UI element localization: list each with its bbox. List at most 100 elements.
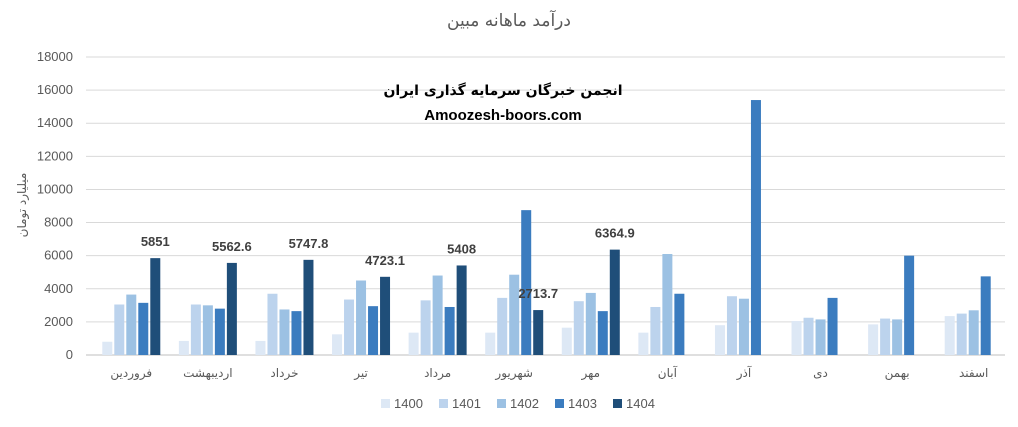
bar-1401 bbox=[573, 301, 584, 355]
bar-1403 bbox=[980, 276, 991, 355]
data-label: 2713.7 bbox=[518, 286, 558, 301]
bar-1403 bbox=[444, 306, 455, 355]
data-label: 5408 bbox=[447, 241, 476, 256]
x-category-label: آذر bbox=[736, 365, 752, 381]
x-category-label: تیر bbox=[353, 366, 368, 381]
bar-1404 bbox=[456, 265, 467, 355]
data-label: 5562.6 bbox=[212, 239, 252, 254]
bar-1400 bbox=[561, 327, 572, 355]
x-category-label: فروردین bbox=[110, 366, 152, 381]
bar-1403 bbox=[521, 210, 532, 355]
legend-swatch-1402 bbox=[497, 399, 506, 408]
bar-1400 bbox=[868, 324, 879, 355]
data-label: 4723.1 bbox=[365, 253, 405, 268]
legend: 1400 1401 1402 1403 1404 bbox=[381, 396, 655, 411]
bar-1402 bbox=[815, 319, 826, 355]
x-category-label: شهریور bbox=[494, 366, 533, 381]
legend-swatch-1404 bbox=[613, 399, 622, 408]
bar-1403 bbox=[750, 100, 761, 356]
bar-1403 bbox=[827, 297, 838, 355]
bar-1403 bbox=[674, 293, 685, 355]
y-tick-label: 0 bbox=[66, 347, 73, 362]
bar-1404 bbox=[226, 262, 237, 355]
x-category-label: مرداد bbox=[424, 366, 451, 381]
bar-1400 bbox=[408, 332, 419, 355]
bar-1400 bbox=[944, 316, 955, 355]
bar-1403 bbox=[368, 306, 379, 355]
bar-1403 bbox=[214, 308, 225, 355]
y-axis-ticks: 0 2000 4000 6000 8000 10000 12000 14000 16000 180… bbox=[37, 49, 73, 362]
bar-1402 bbox=[202, 305, 213, 355]
y-axis-label: میلیارد تومان bbox=[15, 173, 30, 238]
bar-1404 bbox=[609, 249, 620, 355]
x-category-label: مهر bbox=[580, 366, 600, 381]
bar-1401 bbox=[420, 300, 431, 355]
y-tick-label: 10000 bbox=[37, 181, 73, 196]
x-category-label: اردیبهشت bbox=[183, 366, 232, 381]
bar-1403 bbox=[291, 311, 302, 355]
bar-1402 bbox=[126, 294, 137, 355]
bar-1401 bbox=[880, 318, 891, 355]
bar-1400 bbox=[791, 321, 802, 355]
bar-1402 bbox=[892, 319, 903, 355]
bar-1400 bbox=[332, 334, 343, 355]
bar-1404 bbox=[303, 259, 314, 355]
bar-1400 bbox=[102, 341, 113, 355]
x-category-label: دی bbox=[813, 366, 828, 380]
bar-1402 bbox=[509, 274, 520, 355]
legend-label-1402: 1402 bbox=[510, 396, 539, 411]
bar-1401 bbox=[650, 306, 661, 355]
x-category-label: خرداد bbox=[270, 366, 298, 381]
bar-1400 bbox=[485, 332, 496, 355]
bar-1402 bbox=[585, 292, 596, 355]
x-axis-categories: فروردین اردیبهشت خرداد تیر مرداد شهریور مهر آبا… bbox=[110, 365, 988, 381]
x-category-label: بهمن bbox=[885, 366, 910, 381]
bar-1402 bbox=[432, 275, 443, 355]
bar-1401 bbox=[803, 317, 814, 355]
x-category-label: اسفند bbox=[959, 366, 988, 380]
bar-1402 bbox=[662, 254, 673, 355]
gridlines bbox=[86, 56, 1005, 356]
bar-1404 bbox=[150, 258, 161, 355]
bar-1400 bbox=[638, 332, 649, 355]
bar-1401 bbox=[726, 296, 737, 355]
legend-label-1403: 1403 bbox=[568, 396, 597, 411]
bar-1402 bbox=[279, 309, 290, 355]
y-tick-label: 6000 bbox=[44, 248, 73, 263]
bars bbox=[102, 100, 991, 356]
bar-1402 bbox=[356, 280, 367, 355]
watermark-line1: انجمن خبرگان سرمایه گذاری ایران bbox=[383, 82, 622, 99]
bar-1402 bbox=[738, 298, 749, 355]
bar-1402 bbox=[968, 310, 979, 355]
bar-1401 bbox=[114, 304, 125, 355]
y-tick-label: 18000 bbox=[37, 49, 73, 64]
bar-1400 bbox=[178, 340, 189, 355]
data-label: 6364.9 bbox=[595, 226, 635, 241]
bar-1400 bbox=[714, 325, 725, 355]
legend-swatch-1400 bbox=[381, 399, 390, 408]
bar-1401 bbox=[267, 293, 278, 355]
legend-swatch-1403 bbox=[555, 399, 564, 408]
legend-label-1401: 1401 bbox=[452, 396, 481, 411]
bar-1401 bbox=[190, 304, 201, 355]
bar-1401 bbox=[497, 297, 508, 355]
bar-1403 bbox=[597, 311, 608, 355]
legend-label-1400: 1400 bbox=[394, 396, 423, 411]
legend-swatch-1401 bbox=[439, 399, 448, 408]
data-label: 5747.8 bbox=[289, 236, 329, 251]
bar-1403 bbox=[138, 302, 149, 355]
y-tick-label: 12000 bbox=[37, 148, 73, 163]
watermark-line2: Amoozesh-boors.com bbox=[424, 107, 582, 124]
chart-title: درآمد ماهانه مبین bbox=[447, 9, 571, 31]
y-tick-label: 16000 bbox=[37, 82, 73, 97]
y-tick-label: 4000 bbox=[44, 281, 73, 296]
bar-1403 bbox=[904, 255, 915, 355]
y-tick-label: 2000 bbox=[44, 314, 73, 329]
bar-1404 bbox=[380, 276, 391, 355]
bar-1401 bbox=[956, 313, 967, 355]
x-category-label: آبان bbox=[658, 365, 678, 380]
data-labels: 5851 5562.6 5747.8 4723.1 5408 2713.7 6364.9 bbox=[141, 226, 635, 301]
bar-1401 bbox=[344, 299, 355, 355]
legend-label-1404: 1404 bbox=[626, 396, 655, 411]
